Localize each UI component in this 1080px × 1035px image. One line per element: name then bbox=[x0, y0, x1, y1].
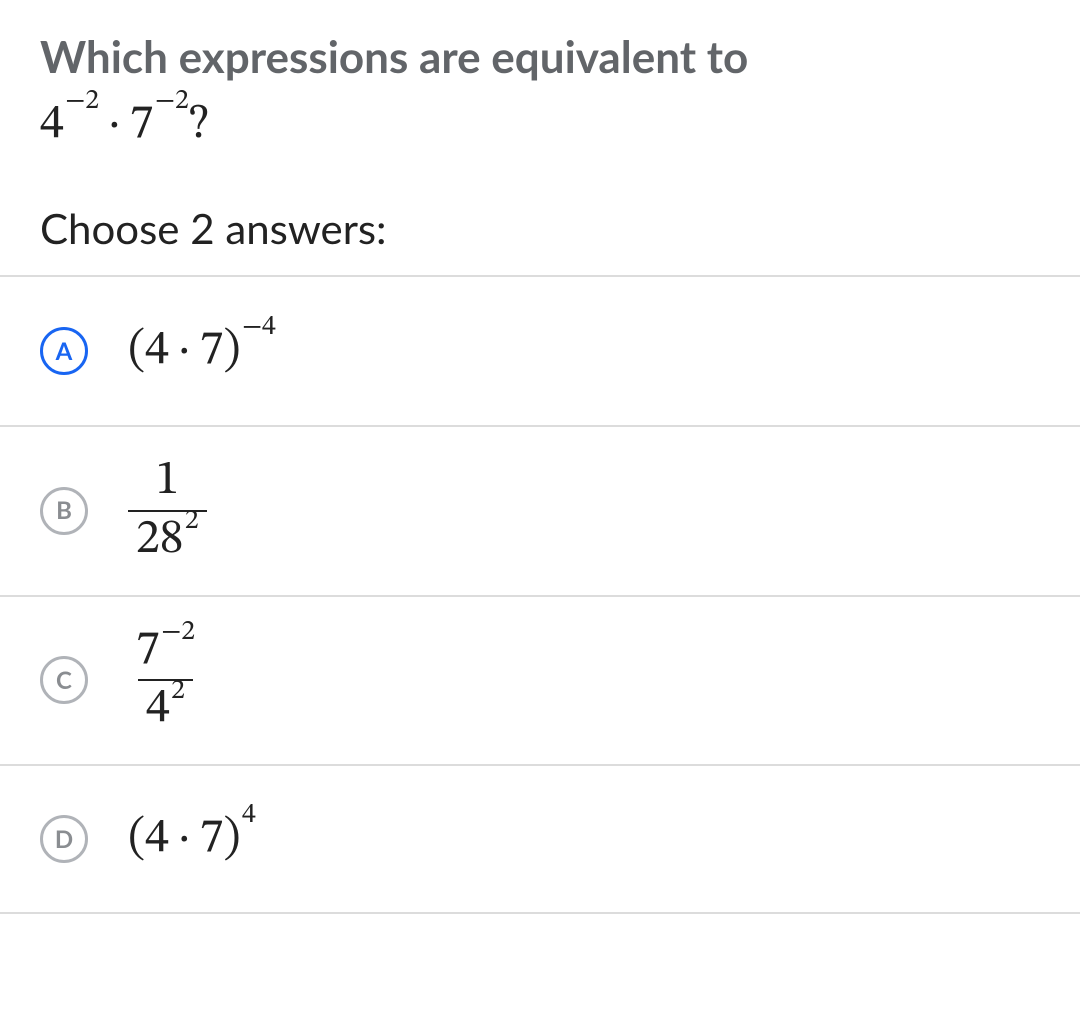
c-den-exp: 2 bbox=[171, 677, 185, 705]
a-exp: −4 bbox=[242, 310, 276, 345]
choice-d-expression: (4·7)4 bbox=[128, 809, 256, 869]
q-exp2: −2 bbox=[155, 84, 189, 119]
d-b2: 7 bbox=[200, 809, 224, 869]
q-mark: ? bbox=[189, 95, 209, 155]
choice-b-expression: 1 282 bbox=[128, 455, 207, 567]
d-op: · bbox=[169, 809, 200, 869]
choice-c-letter: C bbox=[40, 656, 88, 704]
d-rparen: ) bbox=[223, 809, 240, 869]
c-den-base: 4 bbox=[146, 685, 170, 733]
a-lparen: ( bbox=[128, 321, 145, 381]
d-b1: 4 bbox=[145, 809, 169, 869]
c-numerator: 7−2 bbox=[128, 625, 203, 680]
question-expression: 4−2 · 7−2 ? bbox=[40, 95, 1040, 155]
question-stem: Which expressions are equivalent to bbox=[40, 30, 1040, 85]
c-num-base: 7 bbox=[136, 627, 160, 675]
choice-b[interactable]: B 1 282 bbox=[0, 425, 1080, 595]
q-base2: 7 bbox=[130, 95, 154, 155]
choice-c-expression: 7−2 42 bbox=[128, 625, 203, 737]
b-den-exp: 2 bbox=[185, 507, 199, 535]
a-rparen: ) bbox=[223, 321, 240, 381]
quiz-container: Which expressions are equivalent to 4−2 … bbox=[0, 0, 1080, 914]
b-numerator: 1 bbox=[147, 455, 187, 510]
a-b1: 4 bbox=[145, 321, 169, 381]
choice-b-letter: B bbox=[40, 487, 88, 535]
q-op: · bbox=[99, 95, 130, 155]
choice-a-expression: (4·7)−4 bbox=[128, 321, 276, 381]
d-lparen: ( bbox=[128, 809, 145, 869]
choice-a-letter: A bbox=[40, 327, 88, 375]
a-op: · bbox=[169, 321, 200, 381]
q-base1: 4 bbox=[40, 95, 64, 155]
q-exp1: −2 bbox=[65, 84, 99, 119]
choice-d-letter: D bbox=[40, 815, 88, 863]
choice-a[interactable]: A (4·7)−4 bbox=[0, 275, 1080, 425]
question-block: Which expressions are equivalent to 4−2 … bbox=[0, 0, 1080, 175]
d-exp: 4 bbox=[242, 798, 256, 833]
choice-c[interactable]: C 7−2 42 bbox=[0, 595, 1080, 765]
instructions: Choose 2 answers: bbox=[0, 175, 1080, 275]
choice-d[interactable]: D (4·7)4 bbox=[0, 764, 1080, 914]
a-b2: 7 bbox=[200, 321, 224, 381]
c-num-exp: −2 bbox=[161, 618, 195, 646]
b-denominator: 282 bbox=[128, 510, 207, 567]
answer-choices: A (4·7)−4 B 1 282 C bbox=[0, 275, 1080, 914]
b-den-base: 28 bbox=[136, 516, 184, 564]
c-denominator: 42 bbox=[138, 679, 193, 736]
